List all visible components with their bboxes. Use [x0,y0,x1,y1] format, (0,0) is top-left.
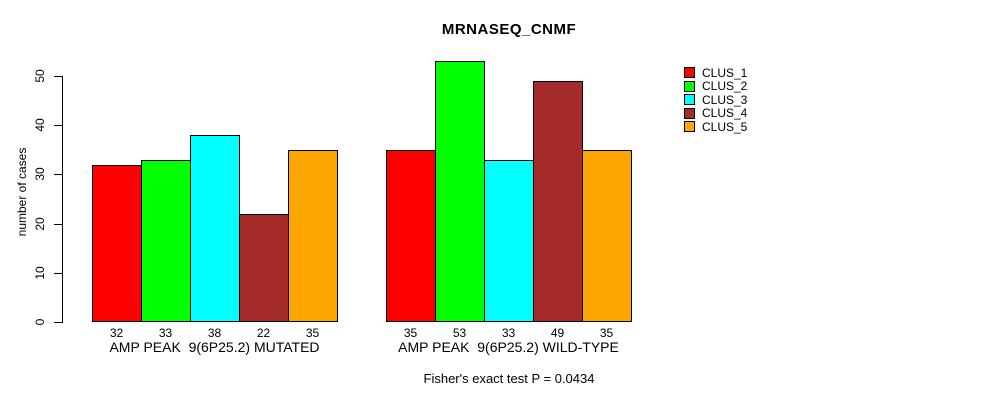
legend-swatch-icon [684,94,695,106]
legend-item-clus_1: CLUS_1 [684,66,747,80]
legend-swatch-icon [684,80,695,92]
legend-item-clus_2: CLUS_2 [684,79,748,94]
y-axis-label: number of cases [15,147,29,237]
subtitle: Fisher's exact test P = 0.0434 [423,371,595,386]
legend-label: CLUS_5 [702,119,748,134]
bar-clus_2-group-1 [141,159,191,322]
chart-title: MRNASEQ_CNMF [441,21,577,38]
bar-value-label: 35 [599,326,614,340]
bar-clus_4-group-1 [239,213,289,322]
bar-value-label: 53 [452,326,467,340]
legend-item-clus_3: CLUS_3 [684,93,747,107]
y-tick [54,223,62,225]
y-tick [54,125,62,127]
legend: CLUS_1 CLUS_2 CLUS_3 CLUS_4 CLUS_5 [684,66,747,134]
bar-clus_3-group-1 [190,135,240,322]
bar-value-label: 38 [207,326,222,340]
x-category-label: AMP PEAK 9(6P25.2) WILD-TYPE [398,339,619,355]
y-tick-label: 30 [33,167,47,182]
bar-clus_1-group-1 [92,164,142,322]
legend-label: CLUS_2 [702,79,748,94]
y-tick-label: 50 [33,69,47,83]
bar-value-label: 35 [305,326,320,340]
bar-clus_4-group-2 [533,80,583,322]
y-tick [54,174,62,176]
bar-value-label: 49 [550,326,565,340]
bar-value-label: 33 [501,326,516,340]
legend-label: CLUS_1 [702,65,748,80]
y-tick [54,272,62,274]
y-tick-label: 20 [33,216,47,231]
bar-value-label: 35 [403,326,418,340]
bar-value-label: 33 [158,326,173,340]
bar-clus_5-group-2 [582,149,632,322]
y-tick-label: 0 [33,318,47,326]
legend-item-clus_4: CLUS_4 [684,106,748,121]
bar-clus_2-group-2 [435,61,485,322]
legend-swatch-icon [684,107,695,119]
bar-clus_5-group-1 [288,149,338,322]
bar-clus_1-group-2 [386,149,436,322]
y-tick-label: 10 [33,266,47,280]
bar-value-label: 32 [109,326,124,340]
y-tick [54,76,62,77]
y-tick-label: 40 [33,118,47,132]
y-tick [54,322,62,323]
legend-item-clus_5: CLUS_5 [684,120,747,134]
legend-swatch-icon [684,67,695,79]
legend-label: CLUS_4 [702,106,748,121]
x-category-label: AMP PEAK 9(6P25.2) MUTATED [109,339,320,355]
bar-clus_3-group-2 [484,159,534,322]
legend-label: CLUS_3 [702,92,748,107]
bar-value-label: 22 [256,326,271,340]
legend-swatch-icon [684,121,695,133]
y-axis [62,76,63,323]
